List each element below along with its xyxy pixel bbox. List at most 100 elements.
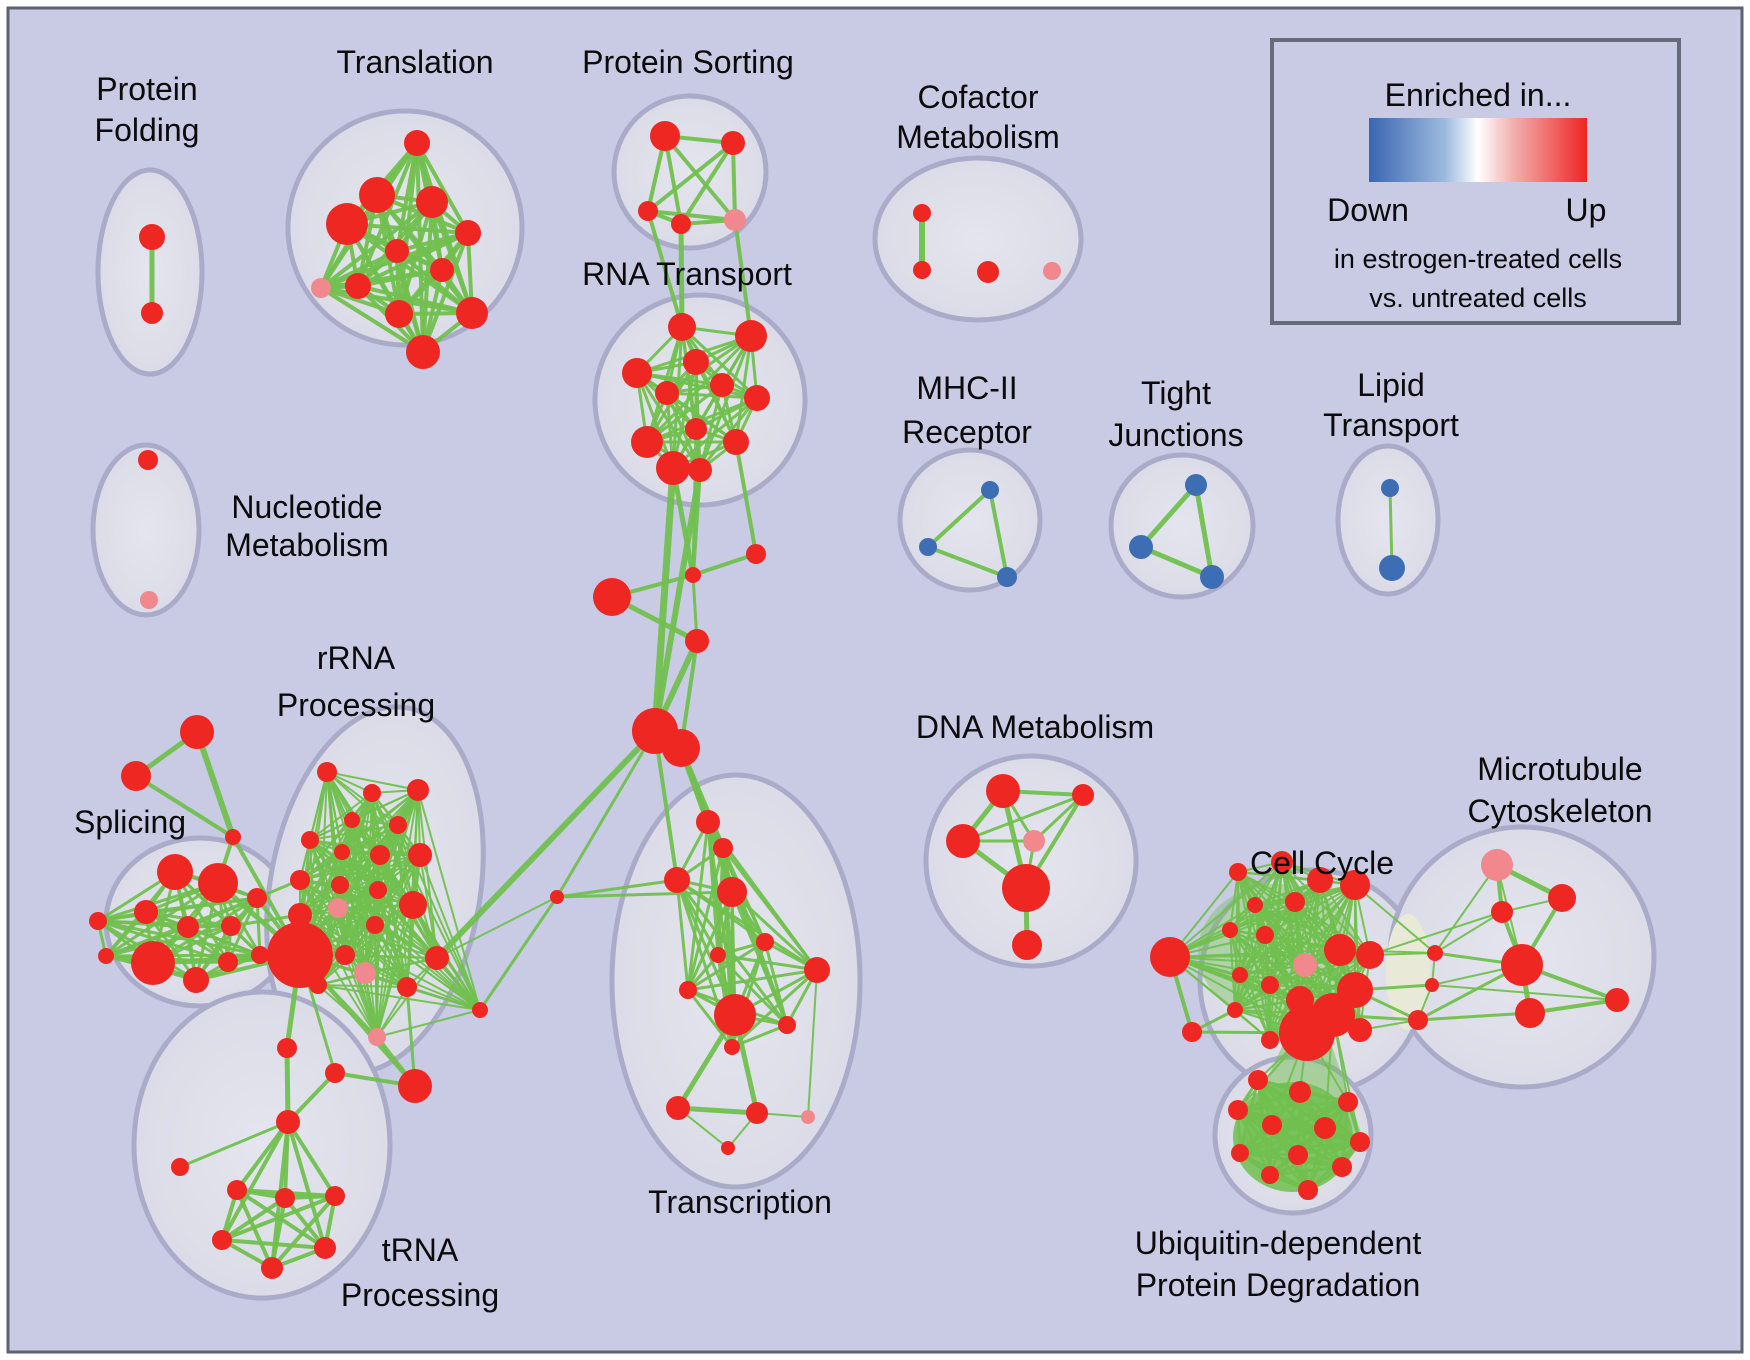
edge (309, 824, 399, 841)
node-rr16 (399, 891, 427, 919)
node-tl9 (311, 278, 331, 298)
node-tl8 (345, 273, 371, 299)
node-rr9 (408, 843, 432, 867)
node-sp7 (247, 888, 267, 908)
node-sp11 (218, 952, 238, 972)
node-rt11 (656, 451, 690, 485)
node-rt7 (744, 385, 770, 411)
node-ub11 (1261, 1166, 1279, 1184)
edge (677, 1105, 758, 1116)
edge (666, 391, 758, 400)
node-sp9 (98, 948, 114, 964)
node-tx10 (714, 994, 756, 1036)
node-cc1 (1229, 863, 1247, 881)
edge (309, 792, 373, 841)
node-rr19 (309, 976, 327, 994)
cluster-cofactor-metabolism-outline (872, 155, 1084, 323)
cluster-label-cell-cycle: Cell Cycle (1250, 845, 1394, 881)
node-ccg2 (1311, 993, 1355, 1037)
legend-subtitle-line2: vs. untreated cells (1369, 283, 1587, 313)
edge (670, 467, 696, 576)
edge (415, 142, 470, 234)
edge (1229, 871, 1239, 931)
node-ub7 (1350, 1132, 1370, 1152)
cluster-label-trna-processing: tRNA (382, 1232, 459, 1268)
edge (134, 774, 235, 839)
edge (663, 134, 737, 222)
node-ub8 (1231, 1144, 1249, 1162)
node-ps4 (671, 214, 691, 234)
edge (299, 854, 421, 881)
cluster-label-microtubule-cytoskeleton: Cytoskeleton (1468, 793, 1653, 829)
edge (679, 141, 735, 226)
node-cf2 (913, 261, 931, 279)
node-rr3 (407, 779, 429, 801)
node-rr15 (366, 916, 384, 934)
edge (1254, 884, 1356, 906)
legend: Enriched in... Down Up in estrogen-treat… (1270, 38, 1681, 325)
edge (478, 896, 559, 1011)
node-tn2 (227, 1180, 247, 1200)
node-tx6 (756, 933, 774, 951)
layer-labels: Protein Folding Translation Protein Sorting… (74, 44, 1653, 1313)
edge (721, 847, 819, 971)
edge (376, 904, 414, 1038)
node-b1 (1427, 945, 1443, 961)
node-dm4 (1023, 830, 1045, 852)
edge (1297, 1140, 1361, 1157)
edge (419, 854, 481, 1011)
node-lt2 (1379, 555, 1405, 581)
edge (221, 1194, 336, 1242)
node-rt10 (723, 429, 749, 455)
edge (397, 824, 438, 959)
node-b2 (1425, 978, 1439, 992)
node-cf1 (913, 204, 931, 222)
cluster-label-microtubule-cytoskeleton: Microtubule (1477, 751, 1642, 787)
node-cc10 (1324, 934, 1356, 966)
edge (1234, 871, 1239, 1011)
node-rr5 (389, 816, 407, 834)
edge (317, 957, 438, 986)
node-ub1 (1248, 1070, 1268, 1090)
node-sp5 (177, 916, 199, 938)
cluster-label-cofactor-metabolism: Cofactor (918, 79, 1039, 115)
edge (807, 969, 818, 1118)
cluster-label-cofactor-metabolism: Metabolism (896, 119, 1060, 155)
node-cc13 (1261, 976, 1279, 994)
edge (647, 209, 736, 222)
legend-subtitle-line1: in estrogen-treated cells (1334, 244, 1622, 274)
edge (687, 940, 766, 992)
node-tx13 (666, 1096, 690, 1120)
edge (406, 986, 481, 1011)
edge (270, 1194, 337, 1270)
node-rr7 (334, 844, 350, 860)
node-tl6 (385, 239, 409, 263)
node-tl3 (416, 186, 448, 218)
edge (926, 488, 992, 549)
node-tl7 (430, 258, 454, 282)
edge (299, 854, 421, 916)
node-tn6 (314, 1237, 336, 1259)
cluster-label-nucleotide-metabolism: Metabolism (225, 527, 389, 563)
edge (1229, 929, 1271, 1041)
edge (734, 441, 758, 555)
edge (436, 896, 558, 959)
node-ccl (1182, 1022, 1202, 1042)
edge (988, 489, 1009, 578)
edge (646, 141, 735, 213)
node-cc4 (1340, 870, 1370, 900)
node-rr11 (331, 876, 349, 894)
legend-down-label: Down (1327, 192, 1409, 228)
edge (299, 854, 381, 881)
edge (678, 223, 685, 328)
edge (962, 793, 1084, 843)
cluster-label-ubiquitin-dependent-protein-degradation: Protein Degradation (1136, 1267, 1421, 1303)
edge (1139, 483, 1198, 549)
node-tn7 (261, 1257, 283, 1279)
edge (395, 249, 474, 315)
node-rt4 (622, 358, 652, 388)
edge (1298, 1091, 1310, 1191)
cluster-label-mhc-ii-receptor: Receptor (902, 414, 1032, 450)
cluster-label-ubiquitin-dependent-protein-degradation: Ubiquitin-dependent (1135, 1225, 1422, 1261)
